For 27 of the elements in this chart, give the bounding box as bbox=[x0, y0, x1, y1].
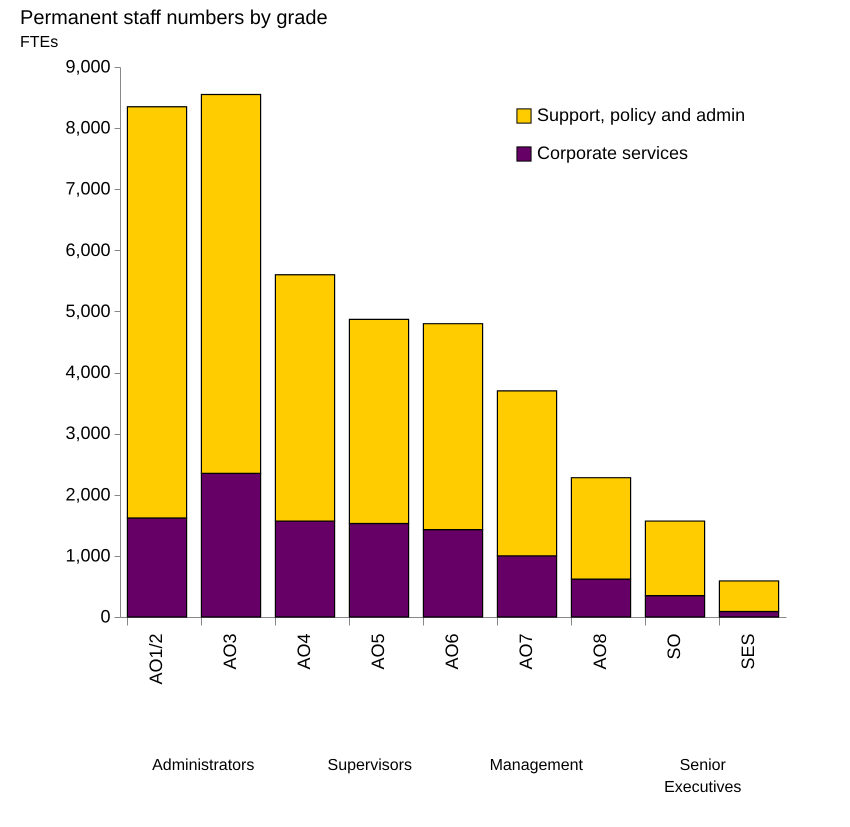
text: Senior Executives bbox=[664, 757, 742, 796]
y-tick-label: 2,000 bbox=[65, 484, 110, 504]
text: Management bbox=[490, 757, 584, 774]
y-tick-label: 5,000 bbox=[65, 300, 110, 321]
x-tick-label: SES bbox=[738, 634, 758, 670]
x-tick-label: AO8 bbox=[590, 634, 610, 670]
y-tick-label: 1,000 bbox=[65, 545, 110, 566]
legend-label: Support, policy and admin bbox=[537, 105, 746, 125]
y-tick-label: 6,000 bbox=[65, 240, 110, 260]
x-tick-label: AO4 bbox=[294, 634, 314, 670]
legend-label: Corporate services bbox=[537, 143, 688, 163]
y-tick-label: 4,000 bbox=[65, 362, 110, 382]
x-tick-label: AO6 bbox=[442, 634, 462, 670]
x-tick-label: AO7 bbox=[516, 634, 536, 670]
y-tick-label: 7,000 bbox=[65, 178, 110, 199]
y-axis-title: FTEs bbox=[20, 34, 58, 51]
x-tick-label: AO3 bbox=[220, 634, 240, 670]
y-tick-label: 3,000 bbox=[65, 423, 110, 444]
y-tick-label: 9,000 bbox=[65, 56, 110, 76]
y-tick-label: 8,000 bbox=[65, 118, 110, 138]
text: Supervisors bbox=[328, 757, 412, 774]
x-tick-label: SO bbox=[664, 634, 684, 660]
text: Administrators bbox=[152, 757, 254, 774]
x-tick-label: AO1/2 bbox=[146, 634, 166, 685]
chart-title: Permanent staff numbers by grade bbox=[20, 7, 328, 29]
y-tick-label: 0 bbox=[100, 606, 110, 626]
x-tick-label: AO5 bbox=[368, 634, 388, 670]
